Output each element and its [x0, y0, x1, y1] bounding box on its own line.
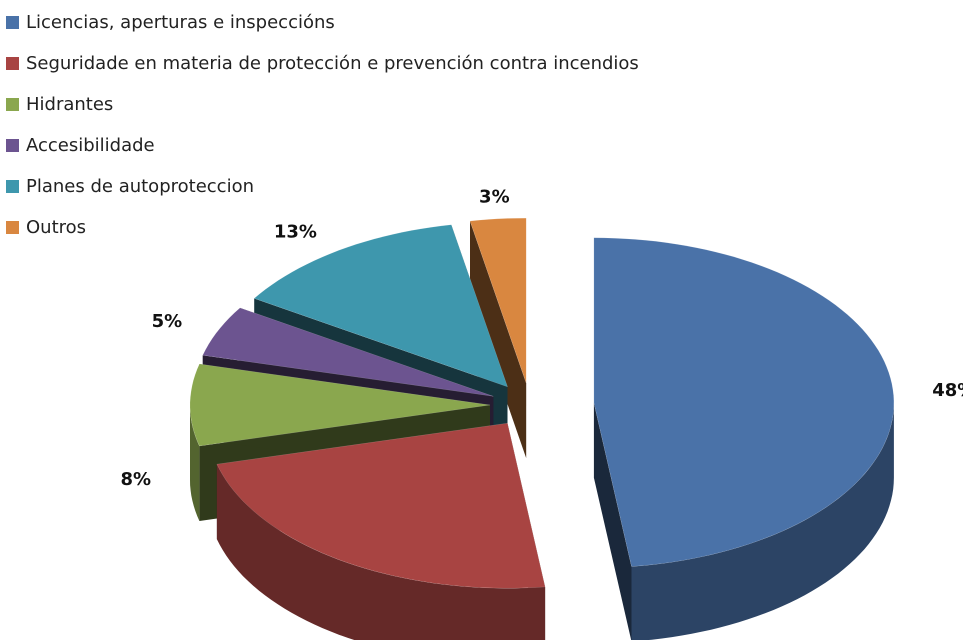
- legend-swatch: [6, 139, 19, 152]
- data-label: 13%: [274, 222, 317, 243]
- data-label: 48%: [932, 380, 963, 401]
- slice: [253, 224, 508, 388]
- legend-label: Outros: [26, 217, 86, 238]
- legend-label: Licencias, aperturas e inspeccións: [26, 12, 335, 33]
- legend-swatch: [6, 98, 19, 111]
- legend-swatch: [6, 221, 19, 234]
- legend-label: Seguridade en materia de protección e pr…: [26, 53, 639, 74]
- slice-wall: [631, 402, 894, 640]
- slice-side: [470, 221, 527, 459]
- slice-side: [593, 402, 632, 640]
- slice-wall: [216, 464, 546, 640]
- legend-swatch: [6, 16, 19, 29]
- legend-swatch: [6, 180, 19, 193]
- slice: [216, 422, 546, 589]
- legend-swatch: [6, 57, 19, 70]
- data-label: 3%: [479, 186, 510, 207]
- legend-label: Planes de autoproteccion: [26, 176, 254, 197]
- data-label: 8%: [120, 469, 151, 490]
- slice: [469, 217, 527, 384]
- legend-label: Hidrantes: [26, 94, 113, 115]
- slice: [202, 307, 494, 397]
- slice-wall: [190, 405, 200, 521]
- slice: [189, 363, 491, 447]
- data-label: 5%: [152, 311, 183, 332]
- slice: [593, 237, 895, 567]
- legend-label: Accesibilidade: [26, 135, 155, 156]
